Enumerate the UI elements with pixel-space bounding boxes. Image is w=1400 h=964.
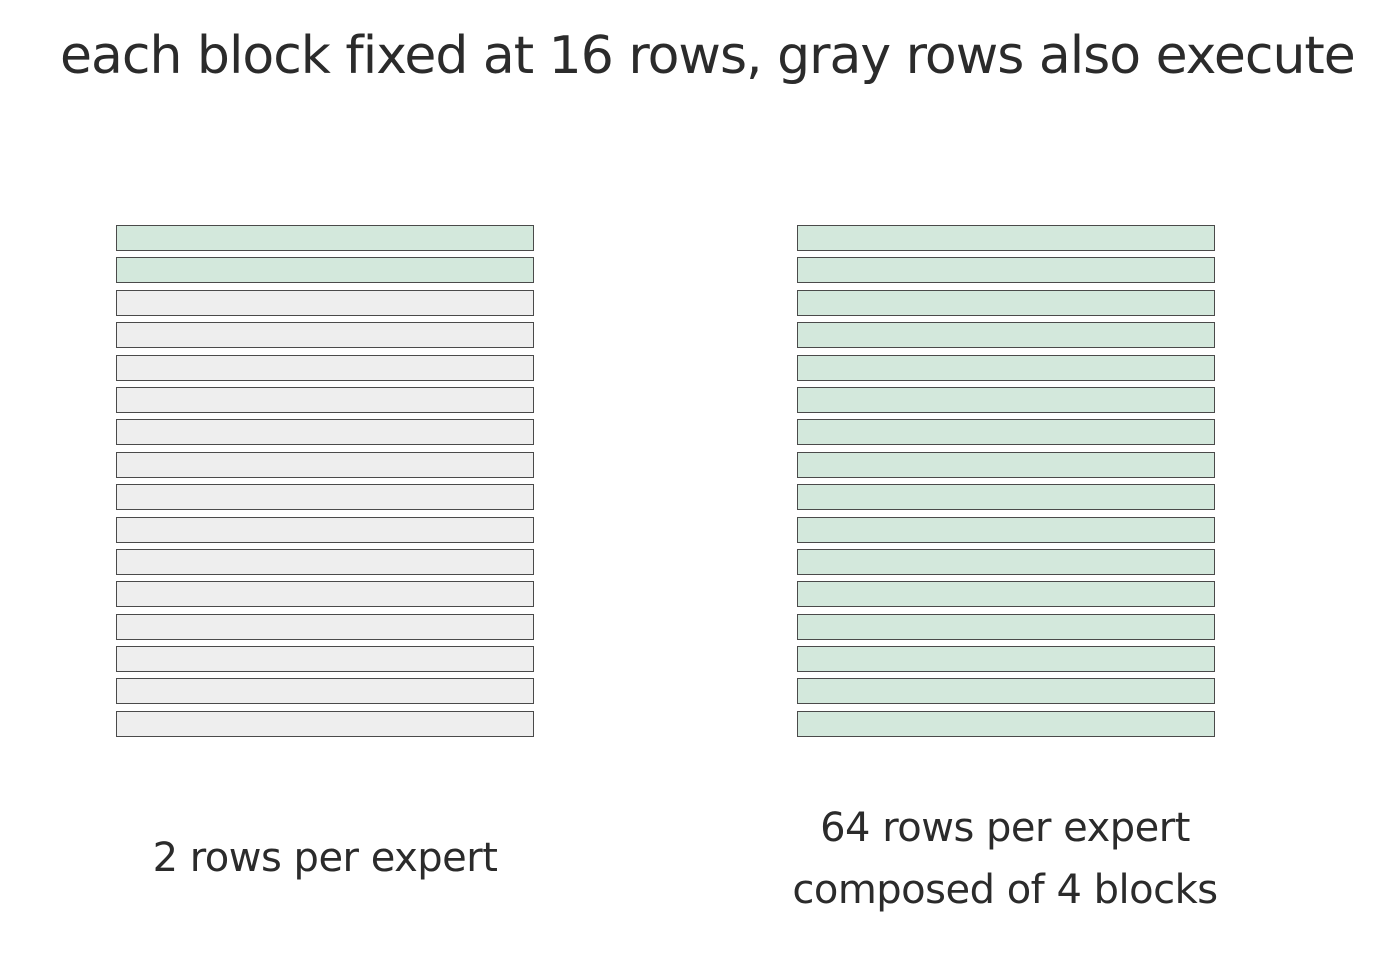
idle-row: [116, 581, 534, 608]
active-row: [797, 613, 1215, 640]
active-row: [797, 225, 1215, 251]
active-row: [797, 419, 1215, 446]
caption-left: 2 rows per expert: [75, 827, 575, 889]
idle-row: [116, 451, 534, 478]
idle-row: [116, 386, 534, 413]
active-row: [797, 451, 1215, 478]
active-row: [797, 581, 1215, 608]
active-row: [797, 322, 1215, 349]
idle-row: [116, 354, 534, 381]
active-row: [116, 225, 534, 251]
active-row: [116, 257, 534, 284]
idle-row: [116, 289, 534, 316]
idle-row: [116, 646, 534, 673]
active-row: [797, 710, 1215, 737]
idle-row: [116, 419, 534, 446]
active-row: [797, 257, 1215, 284]
active-row: [797, 646, 1215, 673]
diagram-title: each block fixed at 16 rows, gray rows a…: [60, 26, 1356, 86]
idle-row: [116, 710, 534, 737]
idle-row: [116, 322, 534, 349]
active-row: [797, 354, 1215, 381]
block-sixty-four-rows-per-expert: [797, 225, 1215, 743]
idle-row: [116, 548, 534, 575]
caption-right: 64 rows per expert composed of 4 blocks: [755, 797, 1255, 921]
idle-row: [116, 678, 534, 705]
caption-right-line-1: 64 rows per expert: [820, 805, 1190, 851]
caption-right-line-2: composed of 4 blocks: [792, 867, 1218, 913]
idle-row: [116, 516, 534, 543]
caption-left-line-1: 2 rows per expert: [152, 835, 498, 881]
active-row: [797, 386, 1215, 413]
idle-row: [116, 613, 534, 640]
active-row: [797, 548, 1215, 575]
active-row: [797, 678, 1215, 705]
idle-row: [116, 484, 534, 511]
block-two-rows-per-expert: [116, 225, 534, 743]
active-row: [797, 484, 1215, 511]
active-row: [797, 289, 1215, 316]
active-row: [797, 516, 1215, 543]
